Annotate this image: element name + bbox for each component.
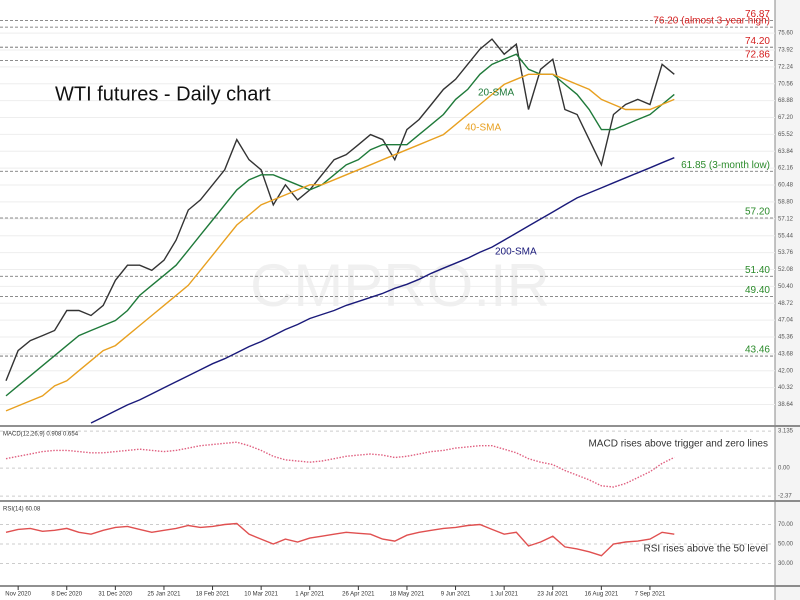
panel-annotation: RSI rises above the 50 level	[643, 544, 768, 555]
y-tick-label: -2.37	[778, 494, 792, 500]
level-label: 76.20 (almost 3-year high)	[653, 16, 770, 27]
y-tick-label: 53.76	[778, 250, 794, 256]
y-tick-label: 0.00	[778, 466, 790, 472]
x-tick-label: 18 Feb 2021	[196, 592, 230, 598]
y-tick-label: 73.92	[778, 48, 794, 54]
y-tick-label: 38.64	[778, 402, 794, 408]
y-tick-label: 70.56	[778, 81, 794, 87]
y-tick-label: 75.60	[778, 31, 794, 37]
y-tick-label: 47.04	[778, 318, 794, 324]
x-tick-label: 16 Aug 2021	[584, 592, 618, 598]
y-tick-label: 68.88	[778, 98, 794, 104]
y-tick-label: 52.08	[778, 267, 794, 273]
x-tick-label: 8 Dec 2020	[51, 592, 82, 598]
data-line	[5, 73, 675, 412]
price-axis-strip	[775, 0, 800, 600]
level-label: 49.40	[745, 285, 770, 296]
x-tick-label: 26 Apr 2021	[342, 592, 375, 598]
level-label: 76.87	[745, 9, 770, 20]
y-tick-label: 48.72	[778, 301, 794, 307]
x-tick-label: 7 Sep 2021	[635, 592, 666, 598]
y-tick-label: 63.84	[778, 149, 794, 155]
y-tick-label: 55.44	[778, 233, 794, 239]
data-line	[5, 38, 675, 382]
y-tick-label: 45.36	[778, 335, 794, 341]
y-tick-label: 62.16	[778, 166, 794, 172]
x-tick-label: 1 Jul 2021	[490, 592, 518, 598]
x-tick-label: 18 May 2021	[390, 592, 425, 598]
x-tick-label: 31 Dec 2020	[98, 592, 133, 598]
y-tick-label: 43.68	[778, 351, 794, 357]
level-label: 72.86	[745, 49, 770, 60]
y-tick-label: 67.20	[778, 115, 794, 121]
level-label: 57.20	[745, 207, 770, 218]
x-tick-label: Nov 2020	[5, 592, 31, 598]
x-tick-label: 10 Mar 2021	[244, 592, 278, 598]
y-tick-label: 30.00	[778, 561, 794, 567]
y-tick-label: 65.52	[778, 132, 794, 138]
level-label: 43.46	[745, 345, 770, 356]
y-tick-label: 60.48	[778, 183, 794, 189]
y-tick-label: 50.40	[778, 284, 794, 290]
series-annotation: 40-SMA	[465, 123, 501, 134]
level-label: 74.20	[745, 36, 770, 47]
x-tick-label: 23 Jul 2021	[537, 592, 569, 598]
y-tick-label: 58.80	[778, 200, 794, 206]
data-line	[5, 441, 675, 488]
panel-annotation: MACD rises above trigger and zero lines	[588, 439, 768, 450]
y-tick-label: 42.00	[778, 368, 794, 374]
data-line	[5, 53, 675, 397]
series-annotation: 200-SMA	[495, 247, 537, 258]
x-tick-label: 1 Apr 2021	[295, 592, 325, 598]
x-tick-label: 25 Jan 2021	[147, 592, 181, 598]
chart-title: WTI futures - Daily chart	[55, 83, 271, 105]
data-line	[5, 522, 675, 557]
y-tick-label: 40.32	[778, 385, 794, 391]
level-label: 51.40	[745, 265, 770, 276]
y-tick-label: 70.00	[778, 522, 794, 528]
series-annotation: 20-SMA	[478, 88, 514, 99]
level-label: 61.85 (3-month low)	[681, 160, 770, 171]
panel-title: RSI(14) 60.08	[3, 507, 41, 513]
watermark: CMPRO.IR	[250, 252, 550, 319]
x-tick-label: 9 Jun 2021	[441, 592, 471, 598]
y-tick-label: 3.135	[778, 429, 794, 435]
data-line	[90, 157, 675, 424]
y-tick-label: 50.00	[778, 542, 794, 548]
y-tick-label: 72.24	[778, 64, 794, 70]
y-tick-label: 57.12	[778, 216, 794, 222]
panel-title: MACD(12,26,9) 0.908 0.654	[3, 432, 79, 438]
